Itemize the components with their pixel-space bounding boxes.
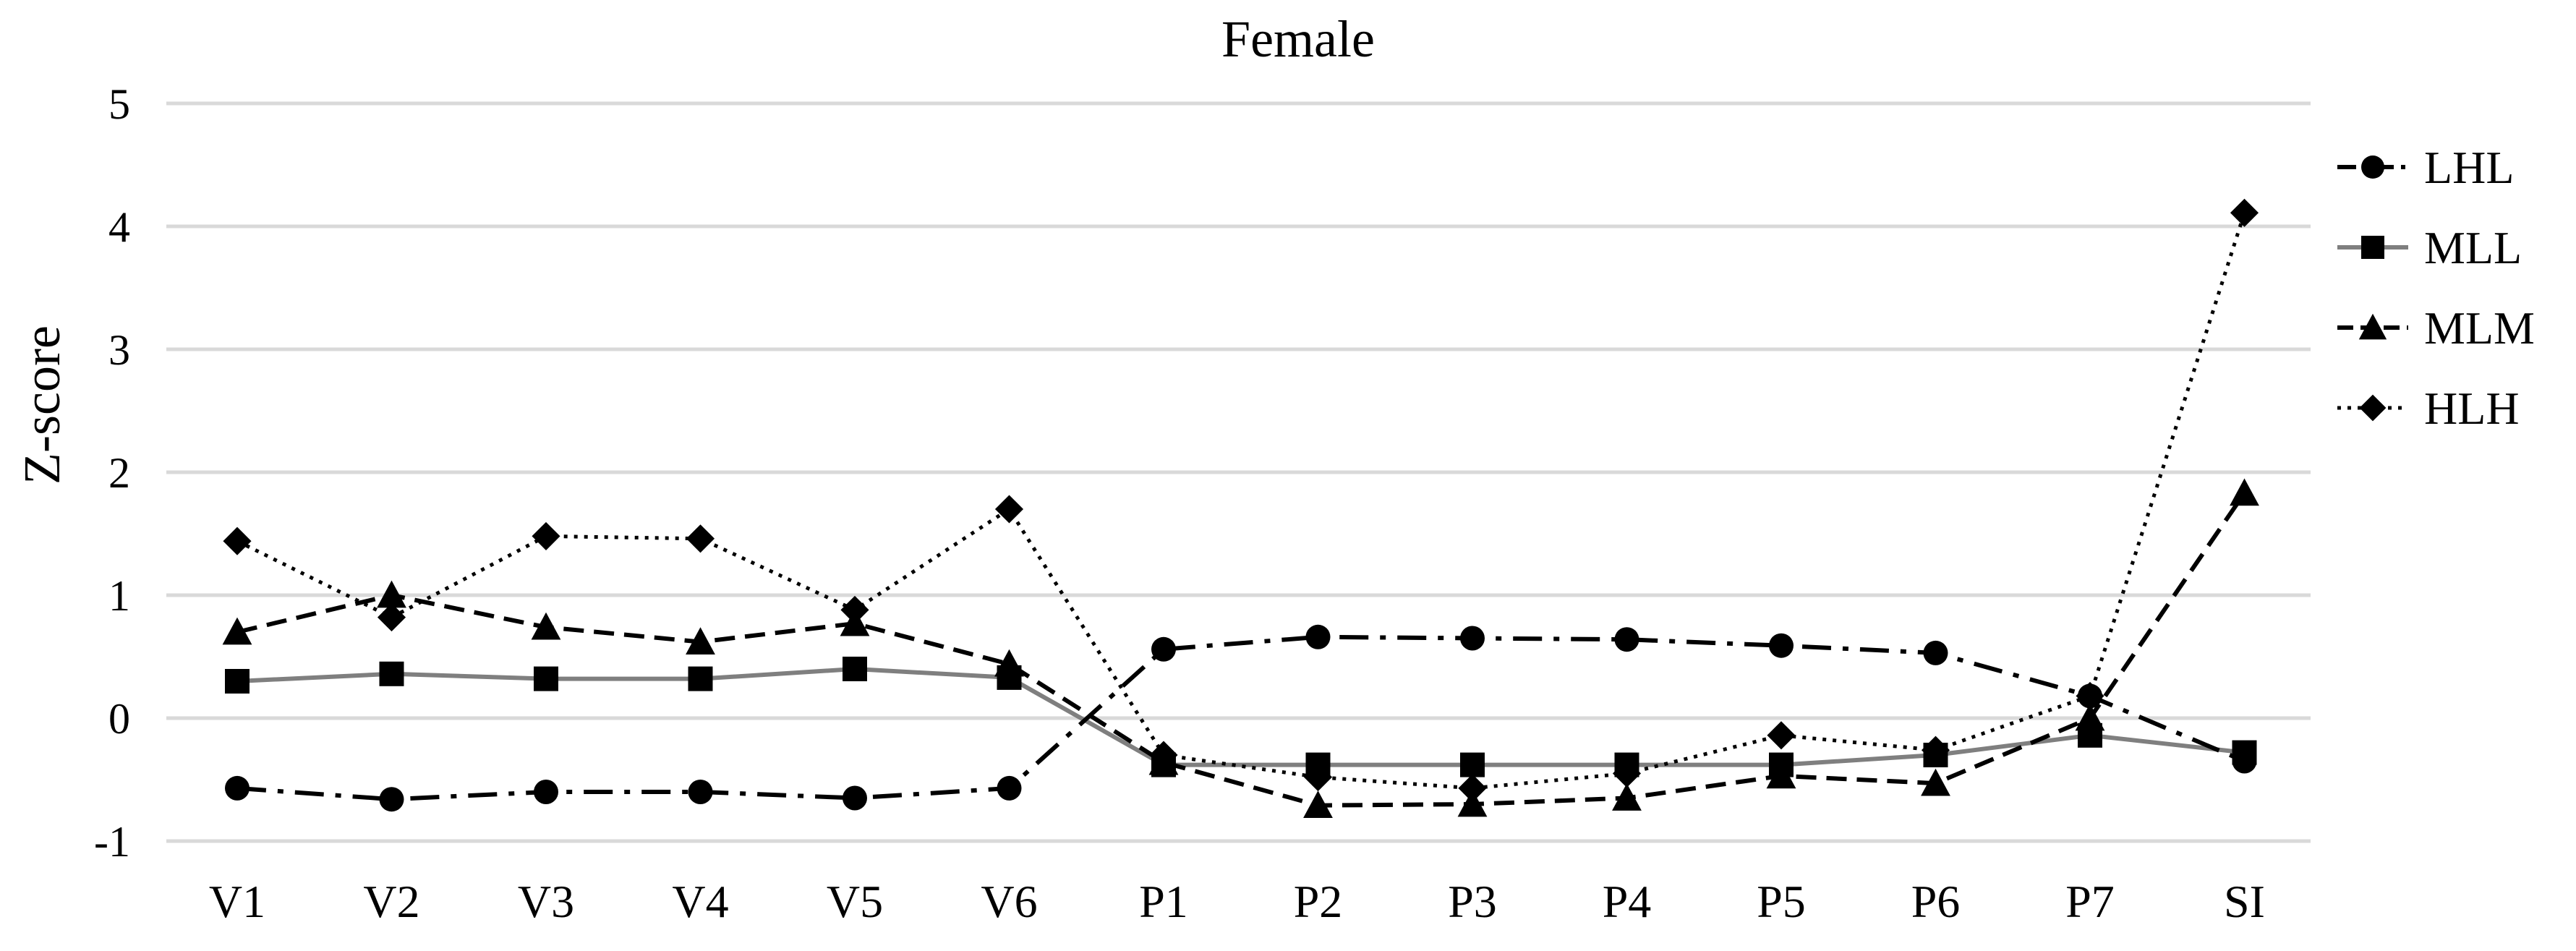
x-tick-label: P3 — [1448, 876, 1497, 927]
point-lhl-p6 — [1923, 640, 1948, 665]
point-mlm-p7 — [2075, 703, 2105, 731]
y-tick-label: 1 — [108, 572, 130, 620]
point-hlh-v2 — [377, 603, 406, 632]
point-hlh-v5 — [840, 595, 869, 624]
point-lhl-p3 — [1460, 626, 1485, 651]
chart-title: Female — [1221, 10, 1375, 68]
legend-marker-hlh — [2359, 394, 2387, 422]
point-mlm-p6 — [1921, 768, 1950, 796]
legend-marker-mlm — [2358, 313, 2387, 340]
legend-item-lhl: LHL — [2337, 142, 2514, 193]
series-line-mll — [236, 667, 2245, 767]
point-hlh-p3 — [1458, 774, 1487, 803]
point-lhl-p5 — [1769, 633, 1794, 658]
legend: LHL MLL MLM HLH — [2337, 142, 2535, 434]
point-lhl-v2 — [379, 787, 404, 812]
point-hlh-p2 — [1303, 763, 1333, 792]
point-hlh-v4 — [686, 524, 715, 553]
point-mlm-v2 — [377, 580, 406, 608]
point-hlh-p7 — [2076, 681, 2104, 710]
point-hlh-v6 — [994, 495, 1024, 524]
series-markers — [222, 198, 2259, 819]
y-tick-label: 3 — [108, 326, 130, 374]
y-tick-label: 2 — [108, 449, 130, 497]
y-tick-label: 0 — [108, 695, 130, 743]
point-mlm-si — [2230, 478, 2259, 506]
x-tick-label: V6 — [981, 876, 1037, 927]
point-lhl-p4 — [1614, 627, 1639, 652]
series-lines — [236, 212, 2246, 808]
point-lhl-v3 — [534, 780, 558, 804]
x-tick-label: P7 — [2065, 876, 2115, 927]
point-lhl-v6 — [997, 775, 1022, 801]
point-mll-si — [2232, 740, 2257, 765]
legend-label: LHL — [2424, 142, 2514, 193]
point-mlm-p4 — [1612, 783, 1642, 811]
x-tick-label: V3 — [518, 876, 574, 927]
point-mlm-p3 — [1457, 789, 1488, 817]
point-mlm-v6 — [994, 649, 1024, 677]
y-axis-title: Z-score — [13, 325, 71, 485]
legend-label: HLH — [2424, 383, 2520, 434]
point-hlh-v1 — [223, 526, 252, 555]
point-mll-v4 — [688, 666, 713, 691]
point-mll-v5 — [843, 657, 867, 681]
grid-lines — [166, 101, 2311, 843]
point-mlm-v1 — [222, 617, 252, 645]
point-mll-v2 — [379, 661, 404, 686]
x-tick-label: P5 — [1757, 876, 1806, 927]
point-lhl-v4 — [688, 780, 713, 804]
point-lhl-v1 — [225, 775, 250, 801]
series-line-mlm — [236, 492, 2246, 808]
point-lhl-p2 — [1305, 624, 1331, 649]
x-tick-label: SI — [2224, 876, 2265, 927]
point-hlh-p6 — [1921, 735, 1950, 764]
x-tick-label: V5 — [827, 876, 883, 927]
legend-item-mll: MLL — [2337, 222, 2522, 273]
legend-marker-lhl — [2361, 155, 2384, 179]
legend-item-hlh: HLH — [2337, 383, 2520, 434]
point-mlm-v4 — [686, 627, 715, 654]
legend-label: MLL — [2424, 222, 2522, 273]
point-mlm-v3 — [531, 612, 561, 640]
point-hlh-p4 — [1612, 759, 1642, 788]
x-tick-labels: V1 V2 V3 V4 V5 V6 P1 P2 P3 P4 P5 P6 P7 SI — [209, 876, 2265, 927]
x-tick-label: P4 — [1603, 876, 1652, 927]
series-line-lhl — [236, 634, 2246, 802]
point-hlh-si — [2230, 198, 2259, 227]
y-tick-label: 5 — [108, 80, 130, 128]
y-tick-label: -1 — [94, 818, 130, 866]
point-mlm-p2 — [1303, 790, 1333, 819]
y-tick-labels: -1 0 1 2 3 4 5 — [94, 80, 130, 866]
legend-marker-mll — [2361, 236, 2384, 259]
point-hlh-p5 — [1767, 721, 1796, 750]
point-lhl-p1 — [1151, 636, 1176, 662]
point-mll-p3 — [1460, 752, 1485, 777]
x-tick-label: V4 — [672, 876, 728, 927]
series-line-hlh — [236, 212, 2246, 790]
point-mll-v1 — [225, 669, 250, 694]
point-lhl-v5 — [843, 785, 867, 811]
x-tick-label: P6 — [1911, 876, 1961, 927]
legend-item-mlm: MLM — [2337, 302, 2535, 354]
x-tick-label: V2 — [363, 876, 419, 927]
point-hlh-v3 — [532, 521, 560, 550]
x-tick-label: P1 — [1139, 876, 1188, 927]
legend-label: MLM — [2424, 302, 2535, 354]
point-mll-v3 — [534, 666, 558, 691]
x-tick-label: V1 — [209, 876, 265, 927]
x-tick-label: P2 — [1294, 876, 1343, 927]
point-hlh-p1 — [1149, 741, 1178, 769]
y-tick-label: 4 — [108, 203, 130, 251]
point-mlm-p5 — [1766, 761, 1796, 789]
